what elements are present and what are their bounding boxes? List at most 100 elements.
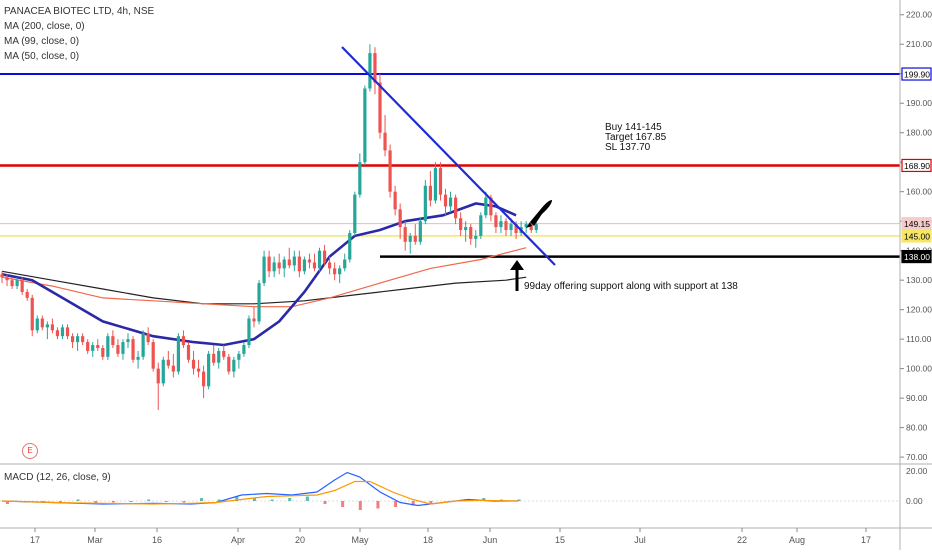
candle-body (156, 368, 160, 384)
price-tick-label: 120.00 (906, 305, 932, 315)
time-tick-label: 15 (555, 535, 565, 545)
earnings-badge[interactable]: E (22, 443, 38, 459)
price-tick-label: 80.00 (906, 423, 928, 433)
candle-body (322, 250, 327, 263)
candle-body (151, 342, 155, 369)
price-tick-label: 100.00 (906, 364, 932, 374)
time-tick-label: Aug (789, 535, 805, 545)
macd-histogram-bar (76, 499, 80, 501)
candle-body (161, 359, 165, 384)
candle-body (509, 224, 513, 231)
price-label-box (901, 249, 932, 264)
macd-histogram-bar (341, 501, 345, 507)
candle-body (186, 345, 191, 360)
candle-body (489, 197, 493, 216)
candle-body (267, 256, 271, 272)
candle-body (227, 356, 231, 372)
indicator-legend: PANACEA BIOTEC LTD, 4h, NSE MA (200, clo… (4, 4, 154, 64)
candle-body (333, 268, 337, 275)
trade-plan-buy: Buy 141-145 (605, 122, 662, 133)
candle-body (343, 259, 347, 269)
candle-body (368, 53, 372, 89)
candle-body (252, 318, 256, 322)
candle-body (166, 359, 170, 366)
candle-body (469, 227, 473, 239)
price-label-box (901, 158, 932, 173)
signal-line (1, 480, 519, 505)
macd-histogram-bar (358, 501, 362, 510)
macd-histogram-bar (323, 501, 327, 504)
ma200-line (1, 270, 527, 305)
price-tick-label: 180.00 (906, 128, 932, 138)
candle-body (474, 235, 478, 239)
candle-body (312, 262, 317, 269)
candle-body (126, 339, 130, 343)
macd-histogram-bar (429, 501, 433, 504)
candle-body (5, 277, 9, 281)
macd-tick-label: 20.00 (906, 466, 928, 476)
price-tick-label: 190.00 (906, 98, 932, 108)
candle-body (484, 197, 488, 216)
macd-histogram-bar (94, 501, 98, 504)
legend-ma99: MA (99, close, 0) (4, 36, 80, 47)
candle-body (459, 218, 463, 231)
macd-histogram-bar (270, 499, 274, 501)
candle-body (40, 318, 44, 328)
candle-body (207, 353, 211, 387)
candle-body (524, 224, 528, 228)
candle-body (499, 221, 503, 228)
candle-body (25, 291, 29, 298)
candle-body (443, 194, 448, 207)
macd-histogram-bar (58, 501, 62, 503)
macd-histogram-bar (164, 501, 168, 502)
price-tick-label: 110.00 (906, 334, 932, 344)
support-note: 99day offering support along with suppor… (524, 281, 738, 292)
candle-body (191, 359, 196, 369)
candle-body (20, 280, 24, 292)
candle-body (60, 327, 65, 337)
candle-body (111, 336, 115, 346)
candle-body (423, 185, 427, 222)
candle-body (106, 336, 110, 357)
legend-ma200: MA (200, close, 0) (4, 21, 85, 32)
trade-plan-target: Target 167.85 (605, 132, 667, 143)
candle-body (35, 318, 39, 331)
candle-body (292, 256, 296, 266)
candle-body (222, 350, 226, 357)
ma99-line (1, 247, 527, 308)
macd-histogram-bar (411, 501, 415, 506)
price-tick-label: 160.00 (906, 187, 932, 197)
candle-body (307, 259, 312, 263)
candle-body (70, 336, 75, 343)
macd-histogram-bar (111, 501, 115, 503)
candle-body (529, 224, 533, 231)
time-tick-label: 16 (152, 535, 162, 545)
macd-histogram-bar (182, 501, 186, 503)
candle-body (50, 324, 54, 331)
candle-body (10, 280, 14, 287)
time-tick-label: 17 (861, 535, 871, 545)
candle-body (237, 353, 241, 360)
candle-body (514, 224, 518, 233)
price-label: 138.00 (904, 252, 930, 262)
macd-tick-label: 0.00 (906, 496, 923, 506)
candle-body (30, 297, 34, 331)
candle-body (141, 333, 145, 357)
descending-trendline (341, 46, 556, 266)
macd-histogram-bar (252, 498, 256, 501)
candle-body (393, 191, 397, 210)
candle-body (0, 274, 4, 278)
candle-body (101, 347, 105, 357)
candle-body (242, 345, 246, 354)
candle-body (202, 371, 206, 387)
candle-body (45, 324, 49, 328)
candle-body (76, 336, 80, 343)
candle-body (383, 132, 387, 151)
macd-histogram-bar (41, 501, 45, 502)
candle-body (534, 224, 538, 231)
candle-body (171, 365, 175, 372)
candle-body (378, 82, 382, 133)
ma50-line (1, 202, 517, 347)
candle-body (494, 215, 498, 228)
